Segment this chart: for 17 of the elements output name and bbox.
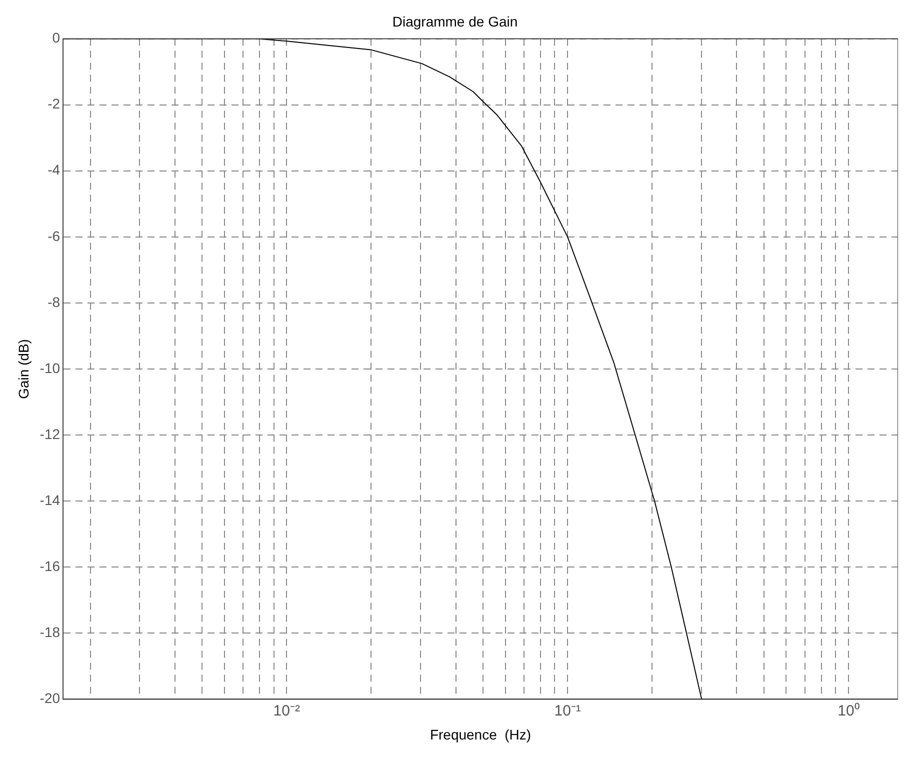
y-tick-label: -2	[48, 96, 60, 112]
x-tick-label: 10⁻¹	[554, 702, 581, 720]
x-tick-label: 10⁰	[838, 702, 860, 720]
y-tick-label: -16	[40, 558, 60, 574]
y-tick-label: -8	[48, 294, 60, 310]
x-tick-label: 10⁻²	[273, 702, 300, 720]
y-tick-label: 0	[52, 30, 60, 46]
y-tick-label: -6	[48, 228, 60, 244]
y-tick-label: -20	[40, 690, 60, 706]
y-tick-label: -10	[40, 360, 60, 376]
y-tick-label: -4	[48, 162, 60, 178]
y-tick-label: -18	[40, 624, 60, 640]
y-tick-label: -14	[40, 492, 60, 508]
y-tick-label: -12	[40, 426, 60, 442]
x-axis-title: Frequence (Hz)	[430, 726, 532, 742]
y-axis-title: Gain (dB)	[15, 339, 32, 399]
chart-title: Diagramme de Gain	[392, 13, 518, 30]
